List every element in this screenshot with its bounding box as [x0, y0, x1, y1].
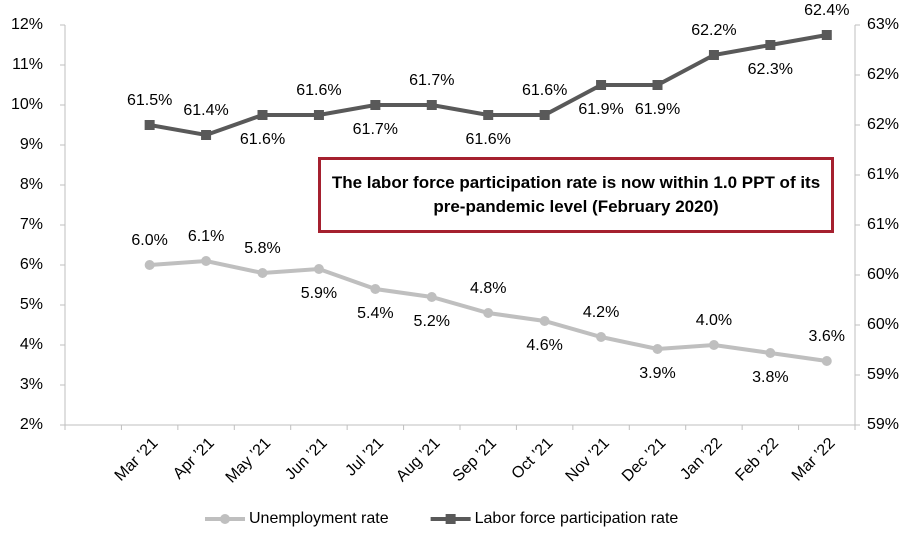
- y-tick-label: 6%: [20, 256, 43, 273]
- x-tick-label: Mar ’21: [112, 435, 162, 485]
- marker: [483, 308, 494, 318]
- y2-tick-label: 62%: [867, 66, 899, 83]
- data-label: 61.9%: [578, 101, 623, 118]
- y-tick-label: 5%: [20, 296, 43, 313]
- y2-tick-label: 61%: [867, 216, 899, 233]
- marker: [257, 110, 268, 120]
- y2-tick-label: 61%: [867, 166, 899, 183]
- data-label: 4.8%: [470, 280, 506, 297]
- marker: [765, 348, 776, 358]
- y-tick-label: 10%: [11, 96, 43, 113]
- marker: [483, 110, 494, 120]
- marker: [144, 120, 155, 130]
- x-tick-label: May ’21: [223, 435, 275, 487]
- x-tick-label: Sep ’21: [450, 435, 500, 485]
- data-label: 61.5%: [127, 92, 172, 109]
- marker: [708, 340, 719, 350]
- data-label: 61.4%: [183, 102, 228, 119]
- marker: [652, 344, 663, 354]
- marker: [313, 264, 324, 274]
- y-tick-label: 8%: [20, 176, 43, 193]
- y-tick-label: 11%: [12, 56, 43, 73]
- y2-tick-label: 60%: [867, 316, 899, 333]
- data-label: 3.9%: [639, 365, 675, 382]
- y2-tick-label: 62%: [867, 116, 899, 133]
- data-label: 62.4%: [804, 2, 849, 19]
- data-label: 4.0%: [696, 312, 732, 329]
- y-tick-label: 9%: [20, 136, 43, 153]
- marker: [539, 110, 550, 120]
- y2-tick-label: 59%: [867, 416, 899, 433]
- marker: [426, 292, 437, 302]
- marker: [821, 30, 832, 40]
- legend-label: Labor force participation rate: [475, 510, 679, 527]
- legend-marker: [445, 514, 456, 524]
- marker: [313, 110, 324, 120]
- marker: [596, 332, 607, 342]
- data-label: 62.2%: [691, 22, 736, 39]
- x-tick-label: Dec ’21: [619, 435, 669, 485]
- x-tick-label: Jan ’22: [677, 435, 726, 484]
- y2-tick-label: 59%: [867, 366, 899, 383]
- x-tick-label: Apr ’21: [170, 435, 218, 483]
- data-label: 61.9%: [635, 101, 680, 118]
- data-label: 3.6%: [809, 328, 845, 345]
- x-tick-label: Feb ’22: [732, 435, 782, 485]
- x-tick-label: Jul ’21: [342, 435, 387, 480]
- marker: [201, 130, 212, 140]
- data-label: 61.6%: [466, 131, 511, 148]
- y-tick-label: 7%: [20, 216, 43, 233]
- data-label: 5.8%: [244, 240, 280, 257]
- marker: [370, 100, 381, 110]
- data-label: 6.1%: [188, 228, 224, 245]
- data-label: 5.2%: [414, 313, 450, 330]
- y-tick-label: 12%: [11, 16, 43, 33]
- marker: [144, 260, 155, 270]
- data-label: 5.4%: [357, 305, 393, 322]
- y2-tick-label: 60%: [867, 266, 899, 283]
- data-label: 61.6%: [240, 131, 285, 148]
- marker: [652, 80, 663, 90]
- data-label: 61.7%: [409, 72, 454, 89]
- legend-label: Unemployment rate: [249, 510, 389, 527]
- marker: [596, 80, 607, 90]
- marker: [257, 268, 268, 278]
- data-label: 3.8%: [752, 369, 788, 386]
- y-tick-label: 3%: [20, 376, 43, 393]
- y-tick-label: 2%: [20, 416, 43, 433]
- marker: [708, 50, 719, 60]
- data-label: 62.3%: [748, 61, 793, 78]
- data-label: 6.0%: [131, 232, 167, 249]
- data-label: 61.6%: [522, 82, 567, 99]
- y-tick-label: 4%: [20, 336, 43, 353]
- x-tick-label: Oct ’21: [509, 435, 557, 483]
- x-tick-label: Mar ’22: [789, 435, 839, 485]
- annotation: The labor force participation rate is no…: [318, 157, 834, 233]
- data-label: 5.9%: [301, 285, 337, 302]
- marker: [821, 356, 832, 366]
- marker: [765, 40, 776, 50]
- data-label: 61.7%: [353, 121, 398, 138]
- data-label: 4.6%: [526, 337, 562, 354]
- y2-tick-label: 63%: [867, 16, 899, 33]
- legend-marker: [220, 514, 230, 524]
- x-tick-label: Nov ’21: [563, 435, 613, 485]
- x-tick-label: Aug ’21: [393, 435, 443, 485]
- marker: [201, 256, 212, 266]
- data-label: 4.2%: [583, 304, 619, 321]
- marker: [539, 316, 550, 326]
- data-label: 61.6%: [296, 82, 341, 99]
- marker: [426, 100, 437, 110]
- marker: [370, 284, 381, 294]
- x-tick-label: Jun ’21: [282, 435, 331, 484]
